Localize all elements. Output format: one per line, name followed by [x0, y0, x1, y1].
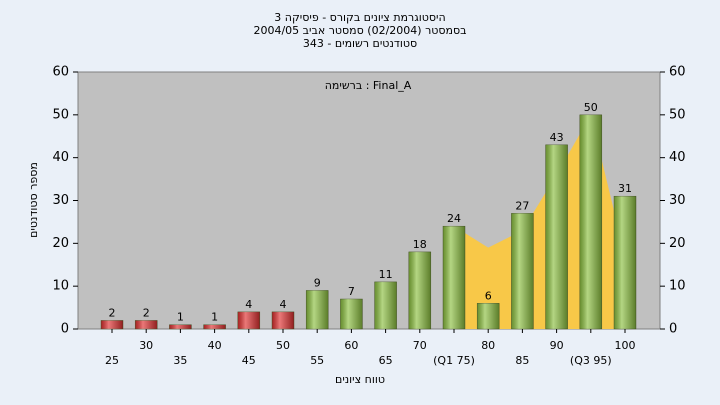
- title-line: היסטוגרמת ציונים בקורס - פיסיקה 3: [274, 11, 445, 24]
- x-tick-label: 25: [105, 354, 119, 367]
- value-label: 24: [447, 212, 461, 225]
- x-tick-label: 85: [515, 354, 529, 367]
- x-tick-label: 70: [413, 339, 427, 352]
- value-label: 2: [109, 306, 116, 319]
- y2-tick-label: 30: [669, 193, 686, 208]
- y-tick-label: 50: [52, 107, 69, 122]
- bar-shade: [135, 320, 158, 329]
- value-label: 18: [413, 238, 427, 251]
- y2-tick-label: 50: [669, 107, 686, 122]
- value-label: 1: [177, 311, 184, 324]
- y-tick-label: 20: [52, 236, 69, 251]
- bar-shade: [408, 251, 431, 329]
- x-tick-label: 80: [481, 339, 495, 352]
- bar-shade: [511, 213, 534, 329]
- x-tick-label: 55: [310, 354, 324, 367]
- bar-shade: [545, 144, 568, 329]
- value-label: 6: [485, 289, 492, 302]
- y2-tick-label: 10: [669, 279, 686, 294]
- value-label: 2: [143, 306, 150, 319]
- annotation: ברשימה : Final_A: [325, 79, 412, 92]
- x-tick-label: (Q1 75): [433, 354, 475, 367]
- bar-shade: [203, 324, 226, 329]
- bar-shade: [237, 311, 260, 329]
- x-tick-label: 30: [139, 339, 153, 352]
- y2-tick-label: 0: [669, 322, 677, 337]
- x-tick-label: 90: [550, 339, 564, 352]
- bar-shade: [272, 311, 294, 329]
- x-tick-label: 40: [208, 339, 222, 352]
- value-label: 7: [348, 285, 355, 298]
- x-axis-label: טווח ציונים: [335, 373, 385, 386]
- value-label: 1: [211, 311, 218, 324]
- x-tick-label: 65: [379, 354, 393, 367]
- bar-shade: [374, 281, 397, 329]
- bar-shade: [614, 196, 636, 329]
- bar-shade: [477, 303, 500, 329]
- y-tick-label: 10: [52, 279, 69, 294]
- value-label: 43: [550, 131, 564, 144]
- y-tick-label: 0: [61, 322, 69, 337]
- value-label: 9: [314, 276, 321, 289]
- value-label: 4: [245, 298, 252, 311]
- y2-tick-label: 60: [669, 65, 686, 80]
- value-label: 50: [584, 101, 598, 114]
- y-tick-label: 30: [52, 193, 69, 208]
- y2-tick-label: 20: [669, 236, 686, 251]
- bar-shade: [101, 320, 123, 329]
- value-label: 11: [379, 268, 393, 281]
- x-tick-label: 35: [173, 354, 187, 367]
- bar-shade: [579, 114, 602, 329]
- x-tick-label: (Q3 95): [570, 354, 612, 367]
- title-line: סטודנטים רשומים - 343: [303, 37, 417, 50]
- bar-shade: [169, 324, 192, 329]
- x-tick-label: 45: [242, 354, 256, 367]
- bar-shade: [306, 290, 329, 329]
- x-tick-label: 60: [344, 339, 358, 352]
- y-axis-label: מספר סטודנטים: [27, 162, 40, 238]
- title-line: בסמסטר (02/2004) סמסטר אביב 2004/05: [253, 24, 466, 37]
- y-tick-label: 60: [52, 65, 69, 80]
- bar-shade: [340, 299, 363, 329]
- x-tick-label: 100: [615, 339, 636, 352]
- y-tick-label: 40: [52, 150, 69, 165]
- bar-shade: [443, 226, 465, 329]
- value-label: 31: [618, 182, 632, 195]
- x-tick-label: 50: [276, 339, 290, 352]
- value-label: 27: [515, 199, 529, 212]
- value-label: 4: [280, 298, 287, 311]
- y2-tick-label: 40: [669, 150, 686, 165]
